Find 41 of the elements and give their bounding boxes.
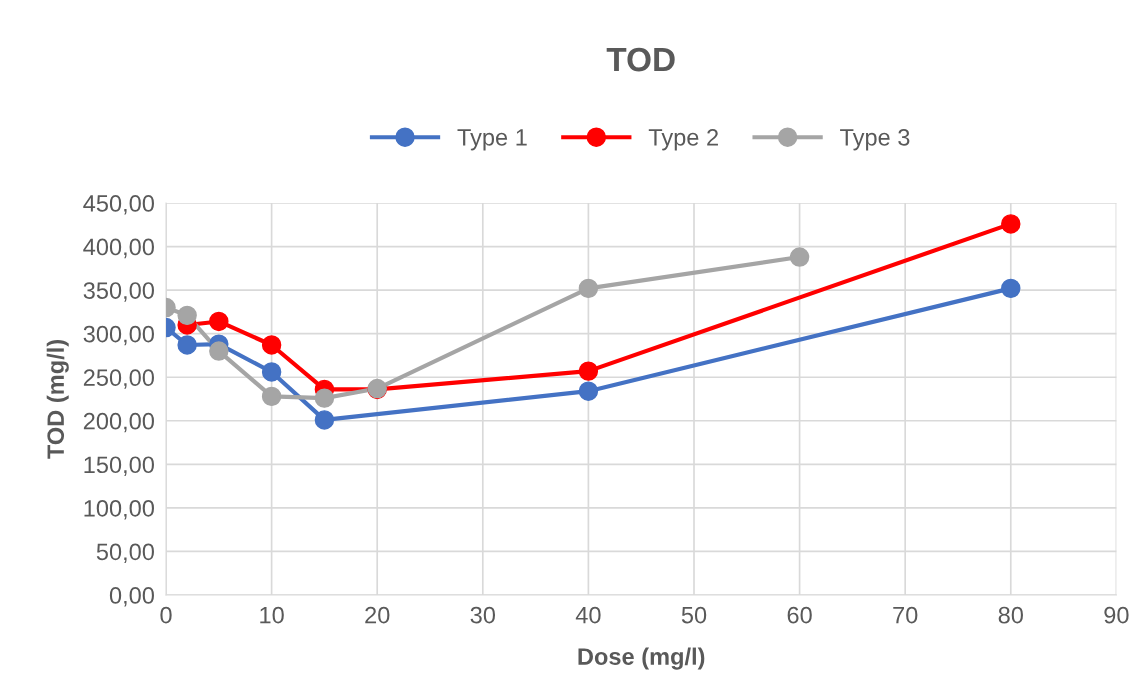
x-tick-label: 40 <box>575 606 601 624</box>
x-axis-title: Dose (mg/l) <box>578 647 705 670</box>
x-tick-label: 0 <box>160 606 172 624</box>
point <box>177 305 197 326</box>
point <box>261 386 282 407</box>
y-tick-label: 50,00 <box>96 543 154 564</box>
x-tick-label: 50 <box>681 606 707 624</box>
y-tick-label: 300,00 <box>83 325 154 346</box>
point <box>314 388 335 408</box>
point <box>209 341 229 361</box>
x-tick-label: 80 <box>998 606 1023 624</box>
point <box>209 311 229 332</box>
chart-title: TOD <box>606 47 675 72</box>
y-tick-label: 250,00 <box>83 369 154 389</box>
x-tick-label: 60 <box>787 606 812 624</box>
point <box>261 335 282 355</box>
point <box>1001 214 1021 234</box>
x-tick-label: 30 <box>470 606 496 624</box>
x-tick-label: 70 <box>893 606 918 624</box>
point <box>578 361 599 381</box>
legend-label: Type 1 <box>457 129 527 151</box>
point <box>261 362 282 382</box>
y-tick-label: 150,00 <box>84 456 154 476</box>
x-tick-label: 10 <box>260 606 284 624</box>
point <box>789 247 810 267</box>
legend-label: Type 2 <box>648 129 718 151</box>
y-tick-label: 200,00 <box>83 412 154 433</box>
x-tick-label: 90 <box>1104 606 1129 624</box>
y-tick-label: 350,00 <box>83 282 154 302</box>
y-tick-label: 400,00 <box>83 238 154 259</box>
y-tick-label: 0,00 <box>109 587 154 607</box>
point <box>578 278 599 299</box>
y-tick-label: 100,00 <box>84 499 154 520</box>
point <box>578 381 599 401</box>
y-axis-title: TOD (mg/l) <box>46 340 69 459</box>
point <box>1001 278 1021 299</box>
x-tick-label: 20 <box>365 606 390 624</box>
point <box>177 335 197 355</box>
y-tick-label: 450,00 <box>83 195 154 215</box>
legend-label: Type 3 <box>840 129 910 151</box>
point <box>314 410 335 430</box>
